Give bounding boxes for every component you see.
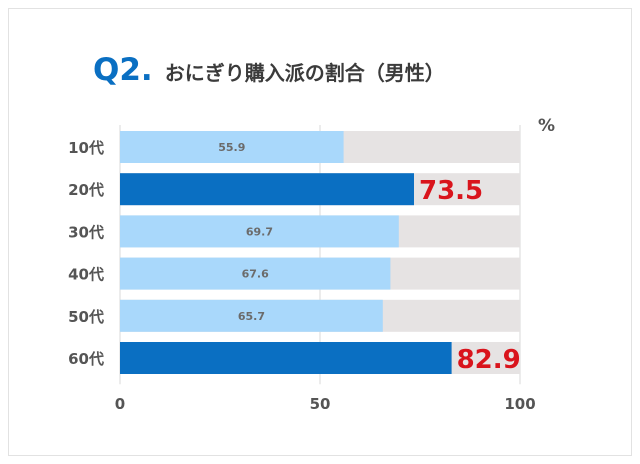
chart-title: Q2. おにぎり購入派の割合（男性） [93, 52, 445, 92]
bar-4 [120, 299, 383, 332]
x-tick-label-0: 0 [115, 395, 125, 413]
value-label-3: 67.6 [242, 268, 269, 281]
unit-label: % [538, 116, 556, 136]
bar-0 [120, 131, 344, 163]
bar-1 [120, 173, 414, 206]
x-tick-label-2: 100 [504, 395, 535, 413]
bar-2 [120, 215, 399, 248]
question-number: Q2. [93, 52, 153, 88]
value-label-2: 69.7 [246, 225, 273, 238]
bar-5 [120, 342, 452, 374]
x-tick-label-1: 50 [310, 395, 331, 413]
category-label-1: 20代 [68, 181, 104, 199]
value-label-1: 73.5 [419, 176, 483, 206]
category-label-4: 50代 [68, 308, 104, 326]
category-label-3: 40代 [68, 266, 104, 284]
category-label-0: 10代 [68, 139, 104, 157]
question-text: おにぎり購入派の割合（男性） [164, 61, 445, 85]
category-label-5: 60代 [68, 350, 104, 368]
value-label-5: 82.9 [457, 345, 521, 375]
category-label-2: 30代 [68, 223, 104, 241]
value-label-0: 55.9 [218, 141, 245, 154]
bar-3 [120, 257, 391, 290]
value-label-4: 65.7 [238, 310, 265, 323]
